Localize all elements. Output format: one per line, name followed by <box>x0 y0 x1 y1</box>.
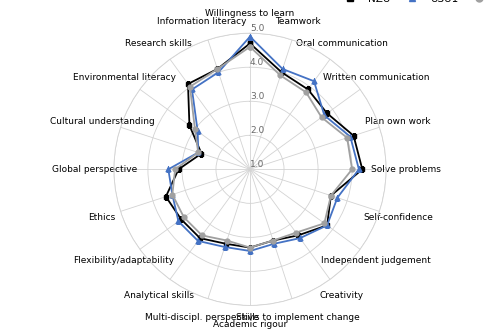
USU2 <box>224 238 230 242</box>
NZU <box>185 82 191 86</box>
NZU <box>324 223 330 227</box>
USU2 <box>322 221 328 225</box>
USU1 <box>166 167 172 171</box>
USU2 <box>349 167 355 171</box>
NZU <box>247 246 253 250</box>
NZU <box>197 236 203 240</box>
USU2 <box>187 85 193 89</box>
NZU <box>328 194 334 198</box>
USU1 <box>311 79 317 83</box>
USU1 <box>247 35 253 39</box>
NZU <box>178 217 184 221</box>
USU2 <box>293 231 299 235</box>
USU1 <box>324 223 330 227</box>
Legend: NZU, USU1, USU2: NZU, USU1, USU2 <box>335 0 500 8</box>
NZU <box>163 195 169 199</box>
USU1 <box>322 113 328 117</box>
NZU <box>198 151 204 155</box>
USU2 <box>328 194 334 198</box>
Line: USU1: USU1 <box>166 34 362 253</box>
USU2 <box>172 167 178 171</box>
USU1 <box>297 236 303 240</box>
USU1 <box>334 196 340 200</box>
USU1 <box>280 67 285 71</box>
NZU <box>176 167 182 171</box>
USU2 <box>278 73 283 77</box>
NZU <box>324 111 330 115</box>
NZU <box>247 42 253 45</box>
USU1 <box>222 245 228 249</box>
USU2 <box>181 215 187 219</box>
USU2 <box>214 67 220 71</box>
NZU <box>305 88 311 92</box>
USU1 <box>176 219 182 223</box>
USU2 <box>247 45 253 49</box>
NZU <box>186 123 192 127</box>
USU2 <box>344 136 350 140</box>
USU2 <box>192 127 198 131</box>
USU2 <box>303 90 309 94</box>
Line: USU2: USU2 <box>170 44 354 250</box>
NZU <box>247 42 253 45</box>
USU2 <box>247 45 253 49</box>
USU1 <box>195 150 201 154</box>
USU1 <box>356 167 362 171</box>
USU1 <box>216 70 222 74</box>
USU2 <box>199 233 205 237</box>
NZU <box>360 167 366 171</box>
USU1 <box>170 193 175 197</box>
NZU <box>270 238 276 242</box>
NZU <box>278 70 284 74</box>
USU1 <box>247 35 253 39</box>
USU2 <box>318 115 324 119</box>
Line: NZU: NZU <box>164 41 364 250</box>
USU1 <box>195 239 201 243</box>
USU1 <box>247 249 253 253</box>
NZU <box>295 233 301 237</box>
USU1 <box>348 135 354 139</box>
USU1 <box>194 129 200 133</box>
USU2 <box>195 150 201 154</box>
USU1 <box>189 88 195 92</box>
NZU <box>223 242 229 246</box>
USU2 <box>247 246 253 250</box>
USU2 <box>270 238 276 242</box>
NZU <box>350 134 356 138</box>
USU2 <box>170 193 175 197</box>
USU1 <box>271 242 277 246</box>
NZU <box>214 67 220 71</box>
